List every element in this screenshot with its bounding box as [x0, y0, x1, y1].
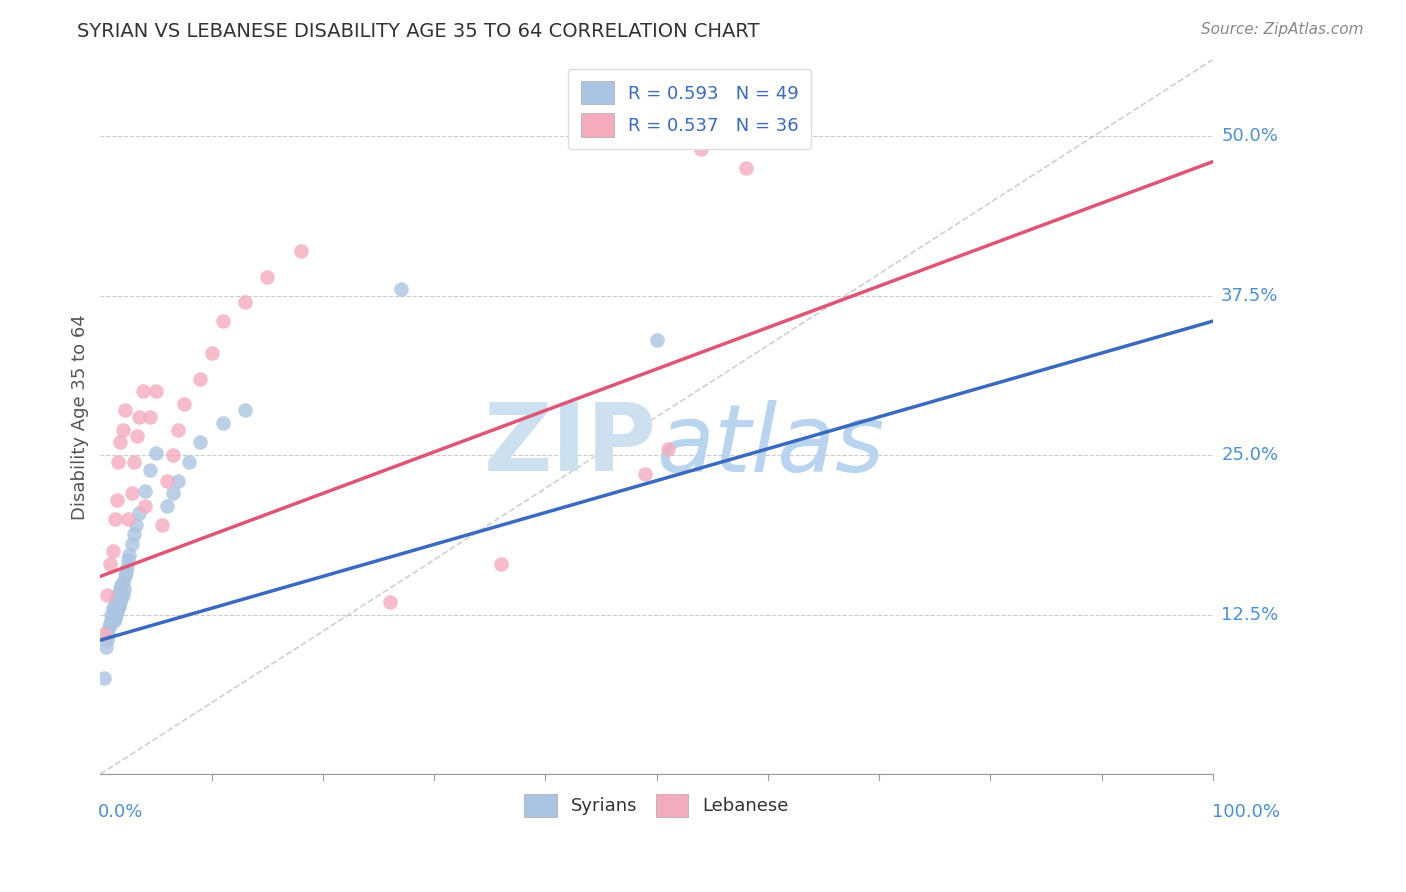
Point: [634, 467, 657, 482]
Point: [111, 575, 134, 590]
Text: ZIP: ZIP: [484, 400, 657, 491]
Point: [103, 604, 125, 618]
Point: [110, 582, 132, 596]
Text: 0.0%: 0.0%: [98, 803, 143, 821]
Point: [122, 527, 145, 541]
Point: [110, 435, 132, 450]
Point: [190, 435, 212, 450]
Point: [107, 589, 129, 603]
Point: [112, 582, 135, 596]
Point: [190, 371, 212, 385]
Point: [108, 586, 131, 600]
Point: [104, 512, 127, 526]
Point: [173, 397, 195, 411]
Point: [179, 454, 201, 468]
Point: [98, 557, 121, 571]
Point: [122, 454, 145, 468]
Point: [489, 557, 512, 571]
Point: [97, 627, 120, 641]
Point: [657, 442, 679, 456]
Point: [233, 403, 256, 417]
Text: 25.0%: 25.0%: [1222, 446, 1278, 464]
Point: [103, 614, 125, 628]
Point: [139, 463, 162, 477]
Point: [101, 544, 124, 558]
Point: [93, 672, 115, 686]
Point: [125, 429, 148, 443]
Text: 12.5%: 12.5%: [1222, 606, 1278, 624]
Point: [150, 518, 173, 533]
Point: [256, 269, 278, 284]
Point: [115, 566, 138, 580]
Point: [110, 591, 132, 605]
Point: [162, 448, 184, 462]
Text: 50.0%: 50.0%: [1222, 128, 1278, 145]
Text: Source: ZipAtlas.com: Source: ZipAtlas.com: [1201, 22, 1364, 37]
Point: [125, 518, 148, 533]
Point: [233, 295, 256, 310]
Point: [104, 611, 127, 625]
Point: [167, 474, 190, 488]
Point: [128, 409, 150, 424]
Text: SYRIAN VS LEBANESE DISABILITY AGE 35 TO 64 CORRELATION CHART: SYRIAN VS LEBANESE DISABILITY AGE 35 TO …: [77, 22, 759, 41]
Point: [110, 595, 132, 609]
Point: [734, 161, 756, 175]
Point: [211, 416, 233, 430]
Point: [94, 640, 117, 654]
Point: [96, 633, 118, 648]
Point: [105, 604, 128, 618]
Point: [131, 384, 153, 399]
Point: [105, 492, 128, 507]
Point: [690, 142, 713, 156]
Point: [645, 334, 668, 348]
Point: [389, 282, 412, 296]
Point: [104, 601, 127, 615]
Point: [110, 578, 132, 592]
Point: [121, 486, 143, 500]
Point: [118, 548, 141, 562]
Point: [114, 403, 136, 417]
Point: [107, 454, 129, 468]
Point: [111, 423, 134, 437]
Point: [96, 589, 118, 603]
Point: [93, 627, 115, 641]
Point: [100, 614, 122, 628]
Point: [156, 499, 179, 513]
Point: [98, 620, 121, 634]
Point: [108, 599, 131, 613]
Text: 37.5%: 37.5%: [1222, 286, 1278, 305]
Point: [104, 595, 127, 609]
Text: 100.0%: 100.0%: [1212, 803, 1279, 821]
Point: [115, 560, 138, 574]
Point: [290, 244, 312, 258]
Point: [162, 486, 184, 500]
Point: [111, 589, 134, 603]
Point: [200, 346, 222, 360]
Point: [378, 595, 401, 609]
Point: [98, 616, 121, 631]
Point: [100, 607, 122, 622]
Text: atlas: atlas: [657, 400, 884, 491]
Point: [134, 483, 156, 498]
Point: [104, 607, 127, 622]
Point: [128, 506, 150, 520]
Legend: Syrians, Lebanese: Syrians, Lebanese: [515, 785, 799, 826]
Point: [145, 445, 167, 459]
Point: [105, 591, 128, 605]
Point: [107, 601, 129, 615]
Point: [117, 553, 139, 567]
Point: [117, 512, 139, 526]
Point: [121, 537, 143, 551]
Point: [134, 499, 156, 513]
Point: [167, 423, 190, 437]
Point: [101, 601, 124, 615]
Point: [114, 569, 136, 583]
Point: [145, 384, 167, 399]
Point: [156, 474, 179, 488]
Point: [211, 314, 233, 328]
Point: [139, 409, 162, 424]
Y-axis label: Disability Age 35 to 64: Disability Age 35 to 64: [72, 314, 89, 520]
